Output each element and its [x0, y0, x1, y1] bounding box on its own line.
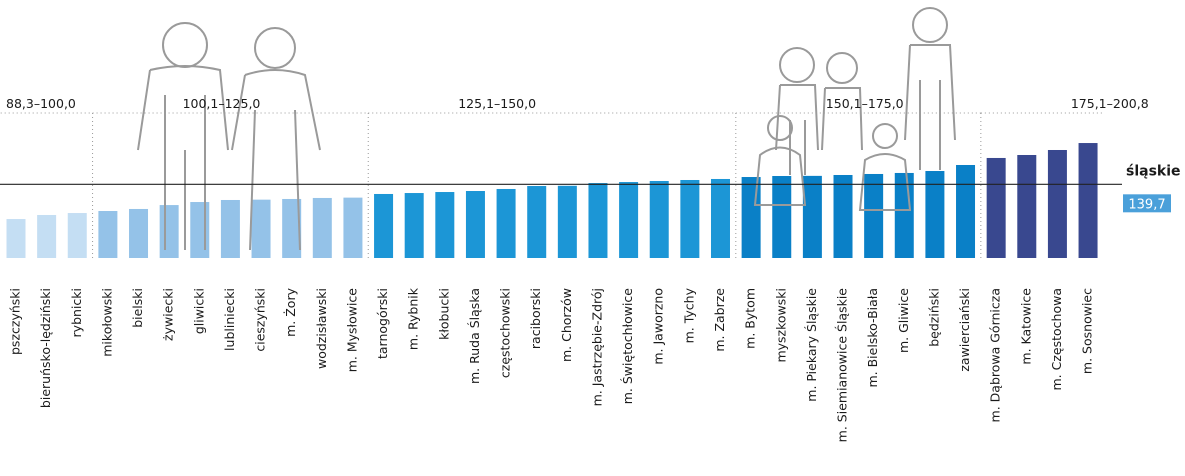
x-tick-label: m. Zabrze — [712, 288, 727, 352]
x-tick-label: mikołowski — [99, 288, 114, 357]
x-tick-label: lubliniecki — [222, 288, 237, 351]
bar — [98, 211, 117, 258]
x-tick-label: pszczyński — [8, 288, 23, 355]
x-tick-label: m. Dąbrowa Górnicza — [988, 288, 1003, 422]
bar — [405, 193, 424, 258]
bar — [772, 176, 791, 258]
x-tick-label: myszkowski — [773, 288, 788, 363]
x-tick-label: rybnicki — [69, 288, 84, 337]
x-tick-label: m. Ruda Śląska — [467, 288, 482, 384]
bar — [680, 180, 699, 258]
bar — [190, 202, 209, 258]
bar — [558, 186, 577, 258]
x-tick-label: cieszyński — [253, 288, 268, 352]
bar — [1017, 155, 1036, 258]
bar — [742, 177, 761, 258]
x-tick-label: m. Świętochłowice — [620, 288, 635, 405]
bar — [7, 219, 26, 258]
x-tick-label: żywiecki — [161, 288, 176, 341]
bar — [711, 179, 730, 258]
bar — [803, 176, 822, 258]
x-tick-label: m. Częstochowa — [1049, 288, 1064, 391]
x-tick-label: m. Rybnik — [406, 287, 421, 350]
x-tick-label: m. Jastrzębie-Zdrój — [589, 288, 604, 406]
bar — [497, 189, 516, 258]
x-tick-label: wodzisławski — [314, 288, 329, 369]
bar — [374, 194, 393, 258]
bar — [834, 175, 853, 258]
bar — [527, 186, 546, 258]
x-tick-label: m. Bielsko-Biała — [865, 288, 880, 388]
x-tick-label: m. Sosnowiec — [1080, 288, 1095, 374]
bar — [68, 213, 87, 258]
x-tick-label: m. Bytom — [743, 288, 758, 349]
x-tick-label: m. Katowice — [1018, 288, 1033, 365]
group-label: 150,1–175,0 — [826, 96, 904, 111]
group-label: 175,1–200,8 — [1071, 96, 1149, 111]
bar — [864, 174, 883, 258]
bar — [466, 191, 485, 258]
x-tick-label: m. Tychy — [681, 287, 696, 343]
bar — [160, 205, 179, 258]
x-tick-label: kłobucki — [436, 288, 451, 340]
reference-value: 139,7 — [1128, 197, 1165, 212]
x-tick-label: tarnogórski — [375, 288, 390, 359]
bar — [619, 182, 638, 258]
x-tick-label: m. Mysłowice — [344, 288, 359, 373]
x-tick-label: bieruńsko-lędziński — [38, 288, 53, 408]
bar — [650, 181, 669, 258]
bars — [7, 143, 1098, 258]
x-tick-label: m. Jaworzno — [651, 288, 666, 365]
bar — [343, 198, 362, 258]
x-tick-label: będziński — [926, 288, 941, 347]
bar — [221, 200, 240, 258]
chart: 88,3–100,0 pszczyński bieruńsko-lędziński r… — [0, 0, 1185, 476]
x-tick-label: m. Chorzów — [559, 288, 574, 362]
x-tick-label: bielski — [130, 288, 145, 328]
bar — [129, 209, 148, 258]
x-tick-label: częstochowski — [498, 288, 513, 378]
bar — [588, 183, 607, 258]
x-tick-label: m. Żory — [283, 287, 298, 336]
bar — [435, 192, 454, 258]
bar — [895, 173, 914, 258]
x-tick-label: m. Piekary Śląskie — [804, 288, 819, 402]
x-tick-label: raciborski — [528, 288, 543, 349]
bar — [37, 215, 56, 258]
x-tick-label: gliwicki — [191, 288, 206, 334]
x-tick-label: m. Gliwice — [896, 288, 911, 353]
bar — [252, 200, 271, 258]
bar — [313, 198, 332, 258]
bar — [1048, 150, 1067, 258]
reference-label: śląskie — [1126, 163, 1181, 179]
group-label: 88,3–100,0 — [6, 96, 76, 111]
group-label: 100,1–125,0 — [183, 96, 261, 111]
bar — [956, 165, 975, 258]
bar — [1079, 143, 1098, 258]
x-tick-label: zawierciański — [957, 288, 972, 372]
bar — [987, 158, 1006, 258]
group-label: 125,1–150,0 — [458, 96, 536, 111]
x-tick-label: m. Siemianowice Śląskie — [835, 288, 850, 443]
